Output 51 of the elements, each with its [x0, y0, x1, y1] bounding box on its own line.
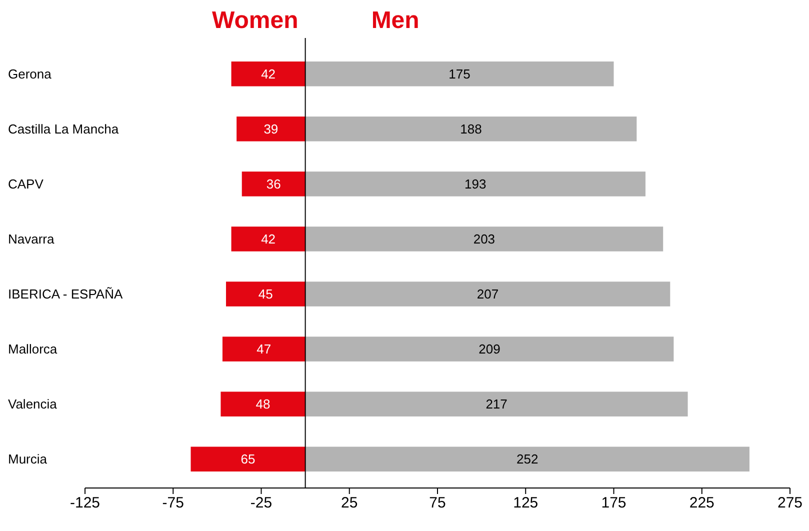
bar [190, 446, 306, 472]
data-label: 209 [478, 342, 500, 357]
data-label: 207 [476, 286, 499, 302]
y-tick-label: Castilla La Mancha [8, 121, 120, 136]
x-tick-label: 75 [429, 494, 446, 512]
bar [305, 226, 664, 252]
x-tick-label: -125 [70, 494, 100, 512]
bar [305, 446, 750, 472]
y-tick-label: Gerona [8, 66, 52, 82]
bar [305, 392, 688, 416]
y-tick-label: IBERICA - ESPAÑA [8, 286, 123, 302]
x-tick-label: 275 [777, 494, 803, 512]
y-tick-label: Navarra [8, 232, 56, 247]
data-label: 203 [473, 232, 496, 247]
bar [305, 62, 614, 86]
bar [226, 282, 306, 306]
x-tick-label: -75 [162, 494, 184, 512]
data-label: 47 [256, 342, 272, 357]
x-tick-label: -25 [250, 494, 272, 512]
x-tick-label: 125 [513, 494, 538, 512]
data-label: 42 [261, 66, 276, 82]
series-label: Women [212, 7, 298, 34]
bar [220, 392, 306, 416]
y-tick-label: Murcia [8, 452, 48, 467]
series-label: Men [371, 7, 420, 34]
bar [305, 336, 674, 362]
data-label: 188 [460, 121, 482, 136]
x-tick-label: 175 [601, 494, 626, 512]
bar [231, 62, 306, 86]
bar [231, 226, 306, 252]
bar [305, 282, 670, 306]
data-label: 193 [464, 176, 486, 192]
x-tick-label: 225 [689, 494, 714, 512]
data-label: 65 [240, 452, 256, 467]
x-tick-label: 25 [341, 494, 358, 512]
data-label: 42 [261, 232, 276, 247]
bar [222, 336, 306, 362]
data-label: 175 [448, 66, 470, 82]
bar [305, 172, 646, 196]
bar [242, 172, 306, 196]
y-tick-label: Valencia [8, 396, 58, 412]
data-label: 36 [266, 176, 281, 192]
bar [236, 116, 306, 142]
data-label: 252 [516, 452, 538, 467]
data-label: 39 [264, 121, 278, 136]
y-tick-label: CAPV [8, 176, 44, 192]
data-label: 217 [486, 396, 508, 412]
y-tick-label: Mallorca [8, 342, 58, 357]
data-label: 45 [258, 286, 273, 302]
data-label: 48 [256, 396, 270, 412]
bar [305, 116, 637, 142]
